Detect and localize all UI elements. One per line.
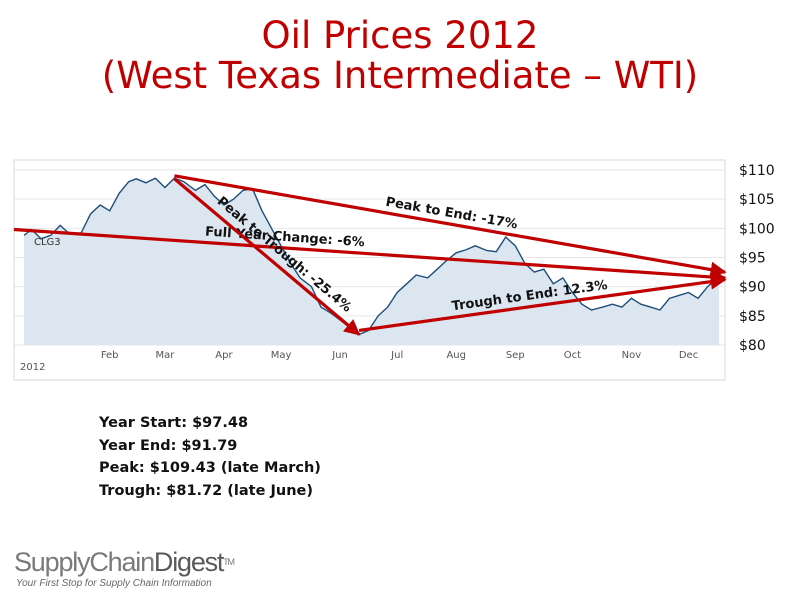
year-start-stat: Year Start: $97.48 xyxy=(99,415,249,431)
x-tick-label: Oct xyxy=(564,350,581,361)
x-tick-label: Sep xyxy=(506,350,525,361)
annotation-arrow xyxy=(358,273,727,333)
x-tick-label: Nov xyxy=(622,350,642,361)
x-axis-ticks: Feb Mar Apr May Jun Jul Aug Sep Oct Nov Dec xyxy=(101,350,698,361)
oil-price-chart: Feb Mar Apr May Jun Jul Aug Sep Oct Nov Dec $110$1… xyxy=(13,159,775,381)
x-tick-label: Jun xyxy=(331,350,348,361)
x-tick-label: Apr xyxy=(215,350,233,361)
y-tick-label: $100 xyxy=(739,221,775,237)
annotation-arrow xyxy=(174,174,727,278)
chart-title-line2: (West Texas Intermediate – WTI) xyxy=(101,54,699,97)
y-tick-label: $80 xyxy=(739,338,766,354)
y-tick-label: $90 xyxy=(739,280,766,296)
peak-stat: Peak: $109.43 (late March) xyxy=(99,460,321,476)
x-tick-label: Mar xyxy=(155,350,175,361)
supplychaindigest-logo: SupplyChainDigestTM Your First Stop for … xyxy=(14,547,235,589)
chart-title-line1: Oil Prices 2012 xyxy=(261,14,539,57)
year-label: 2012 xyxy=(20,362,45,373)
logo-name-part2: Digest xyxy=(153,547,225,577)
y-axis-ticks: $110 $105 $100 $95 $90 $85 $80 xyxy=(739,163,775,354)
x-tick-label: Aug xyxy=(446,350,466,361)
y-tick-label: $110 xyxy=(739,163,775,179)
logo-name: SupplyChainDigestTM xyxy=(14,547,235,577)
stats-panel: Year Start: $97.48 Year End: $91.79 Peak… xyxy=(99,412,321,502)
logo-tm: TM xyxy=(223,557,235,567)
y-tick-label: $95 xyxy=(739,251,766,267)
x-tick-label: Jul xyxy=(390,350,403,361)
trough-stat: Trough: $81.72 (late June) xyxy=(99,482,313,499)
symbol-label: CLG3 xyxy=(34,237,61,248)
x-tick-label: Feb xyxy=(101,350,119,361)
x-tick-label: May xyxy=(271,350,292,361)
x-tick-label: Dec xyxy=(679,350,698,361)
annotation-arrow xyxy=(13,227,727,285)
logo-tagline: Your First Stop for Supply Chain Informa… xyxy=(16,578,212,589)
y-tick-label: $85 xyxy=(739,309,766,325)
y-tick-label: $105 xyxy=(739,192,775,208)
year-end-stat: Year End: $91.79 xyxy=(99,437,238,454)
annotation-arrow xyxy=(173,177,361,336)
logo-name-part1: SupplyChain xyxy=(14,547,155,577)
